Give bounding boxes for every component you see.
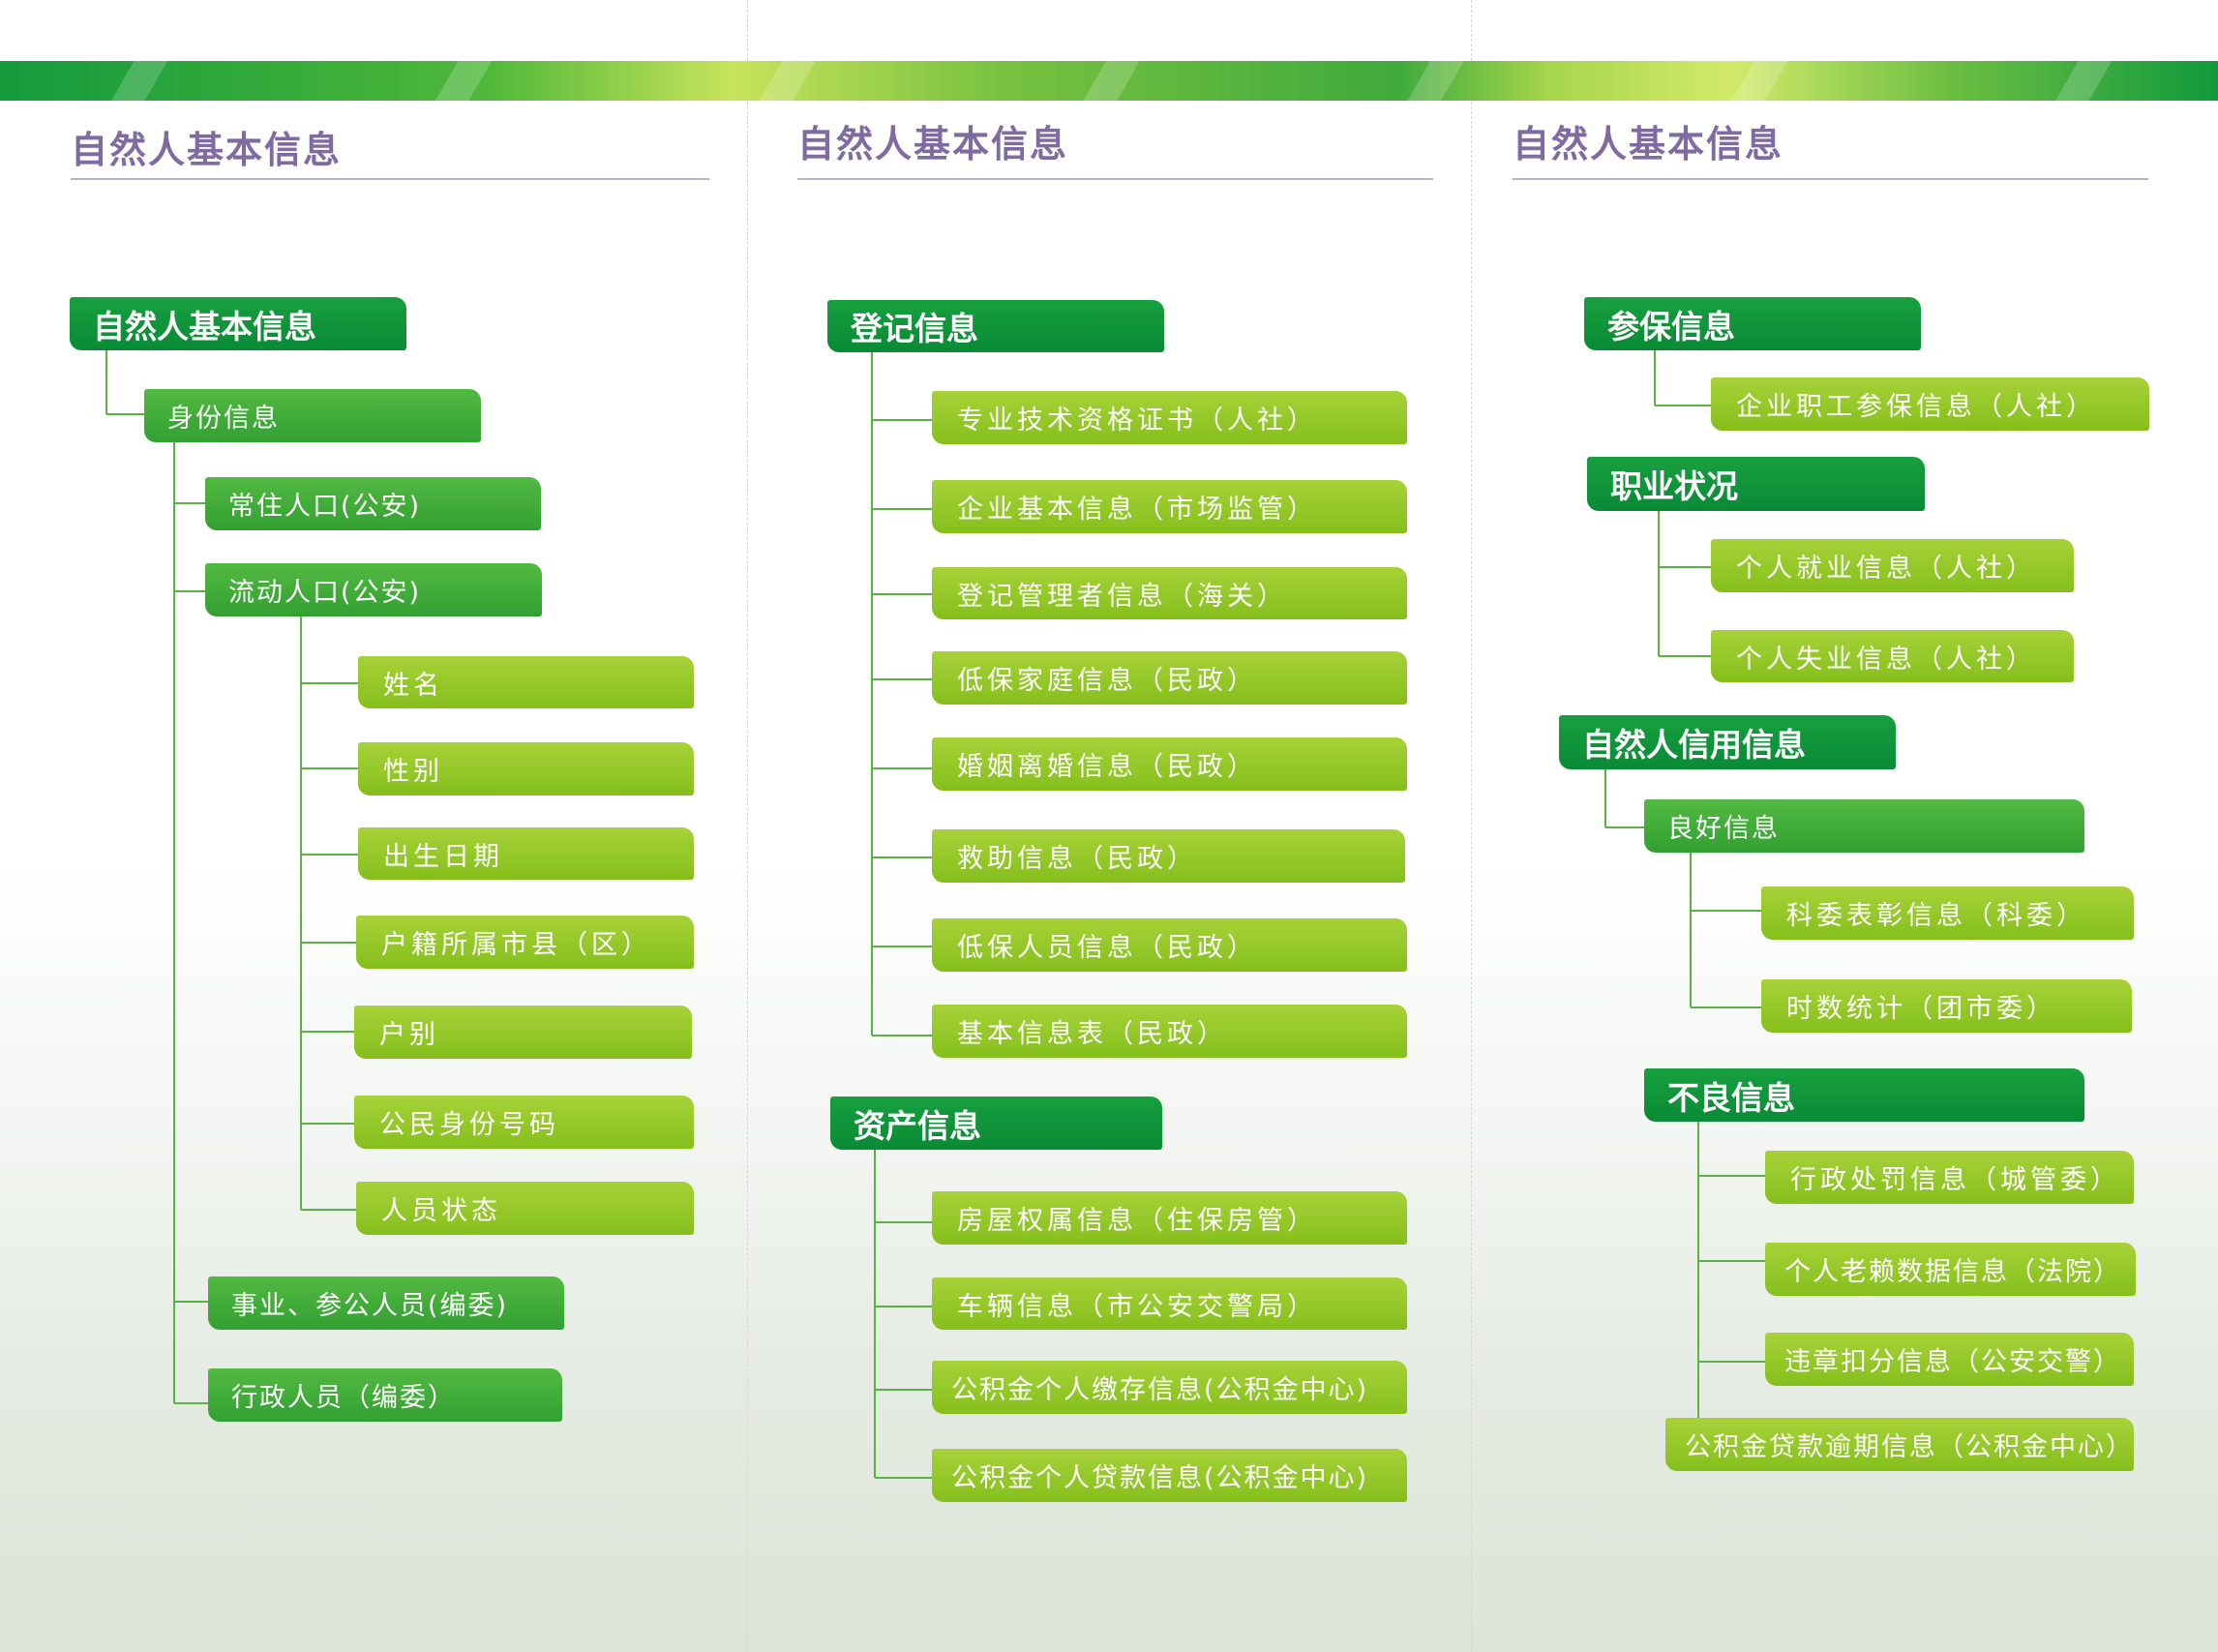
registration-item: 低保家庭信息（民政） <box>932 651 1407 705</box>
assets-node: 资产信息 <box>830 1096 1162 1150</box>
registration-node: 登记信息 <box>827 300 1164 352</box>
asset-item: 车辆信息（市公安交警局） <box>932 1277 1407 1330</box>
field-node-household-type: 户别 <box>354 1006 692 1059</box>
good-info-item: 科委表彰信息（科委） <box>1761 886 2134 940</box>
column-1-rule <box>71 178 709 180</box>
employment-item: 个人就业信息（人社） <box>1711 539 2074 592</box>
floating-population-node: 流动人口(公安) <box>205 563 542 616</box>
employment-item: 个人失业信息（人社） <box>1711 630 2074 682</box>
resident-population-node: 常住人口(公安) <box>205 477 541 530</box>
bad-info-item: 行政处罚信息（城管委） <box>1765 1151 2134 1204</box>
bad-info-item: 违章扣分信息（公安交警） <box>1765 1333 2134 1386</box>
good-info-node: 良好信息 <box>1644 799 2084 853</box>
institution-staff-node: 事业、参公人员(编委) <box>208 1277 564 1330</box>
registration-item: 基本信息表（民政） <box>932 1005 1407 1058</box>
field-node-household-county: 户籍所属市县（区） <box>356 916 694 969</box>
identity-node: 身份信息 <box>144 389 481 442</box>
registration-item: 婚姻离婚信息（民政） <box>932 737 1407 791</box>
insurance-node: 参保信息 <box>1584 297 1921 350</box>
column-2-rule <box>797 178 1433 180</box>
header-band-sheen <box>0 61 2218 101</box>
column-3-rule <box>1513 178 2148 180</box>
registration-item: 登记管理者信息（海关） <box>932 567 1407 619</box>
fold-line-right <box>1471 0 1472 1652</box>
employment-node: 职业状况 <box>1587 457 1925 511</box>
column-3-title: 自然人基本信息 <box>1513 123 1784 165</box>
asset-item: 公积金个人缴存信息(公积金中心) <box>932 1361 1407 1414</box>
bad-info-node: 不良信息 <box>1644 1068 2084 1122</box>
credit-node: 自然人信用信息 <box>1559 715 1896 769</box>
registration-item: 专业技术资格证书（人社） <box>932 391 1407 444</box>
asset-item: 公积金个人贷款信息(公积金中心) <box>932 1449 1407 1502</box>
insurance-item: 企业职工参保信息（人社） <box>1711 377 2149 431</box>
column-1-title: 自然人基本信息 <box>71 129 343 171</box>
bad-info-item: 个人老赖数据信息（法院） <box>1765 1243 2136 1296</box>
field-node-id-number: 公民身份号码 <box>354 1096 694 1149</box>
column-2-title: 自然人基本信息 <box>797 123 1069 165</box>
fold-line-left <box>747 0 748 1652</box>
bad-info-item: 公积金贷款逾期信息（公积金中心） <box>1665 1418 2134 1471</box>
field-node-person-status: 人员状态 <box>356 1182 694 1235</box>
admin-staff-node: 行政人员（编委） <box>208 1368 562 1422</box>
registration-item: 救助信息（民政） <box>932 829 1405 883</box>
field-node-gender: 性别 <box>358 742 694 796</box>
root-node: 自然人基本信息 <box>70 297 406 350</box>
good-info-item: 时数统计（团市委） <box>1761 979 2132 1033</box>
registration-item: 低保人员信息（民政） <box>932 918 1407 972</box>
field-node-name: 姓名 <box>358 656 694 708</box>
registration-item: 企业基本信息（市场监管） <box>932 480 1407 533</box>
header-band <box>0 61 2218 101</box>
field-node-birthdate: 出生日期 <box>358 827 694 880</box>
asset-item: 房屋权属信息（住保房管） <box>932 1191 1407 1245</box>
